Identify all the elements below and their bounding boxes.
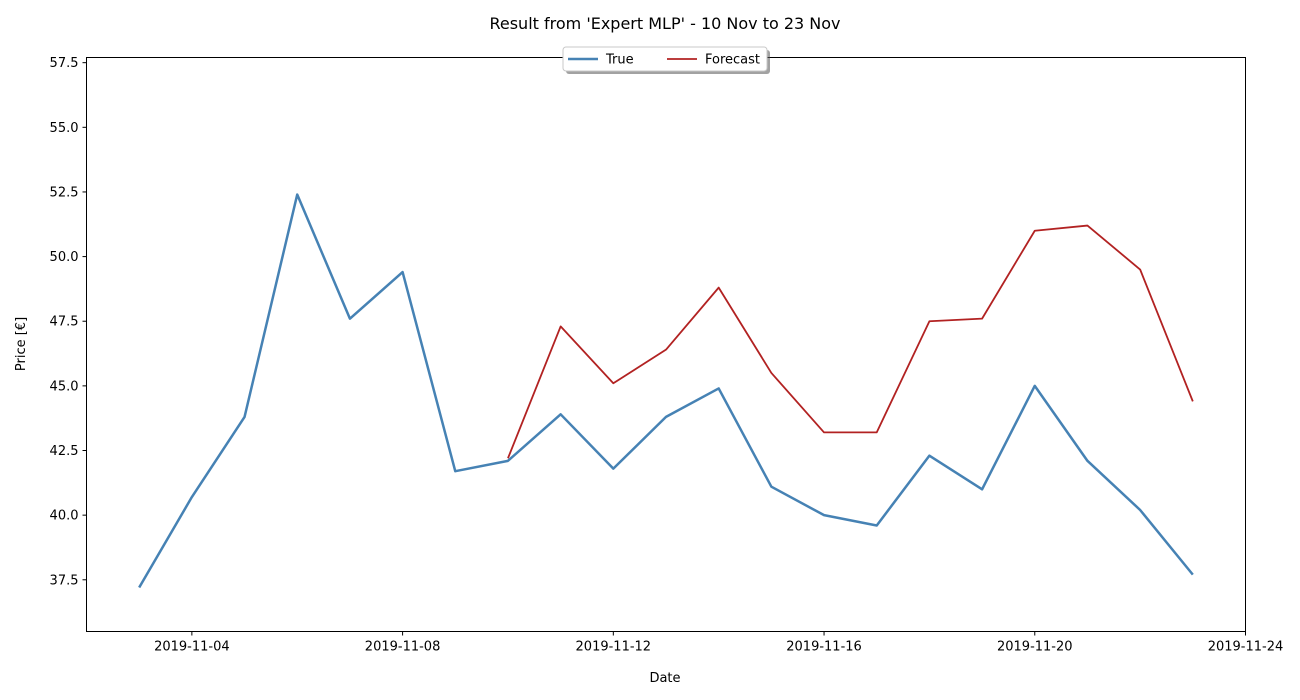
y-tick-label: 47.5: [50, 315, 79, 330]
x-tick-label: 2019-11-24: [1208, 640, 1284, 655]
y-tick-label: 50.0: [50, 250, 79, 265]
x-tick-label: 2019-11-16: [786, 640, 862, 655]
legend: True Forecast: [562, 46, 770, 74]
x-tick-label: 2019-11-20: [997, 640, 1073, 655]
axis-ticks: 2019-11-04 2019-11-08 2019-11-12 2019-11-16…: [50, 56, 1284, 654]
plot-frame: [86, 57, 1246, 632]
y-tick-label: 37.5: [50, 573, 79, 588]
x-tick-label: 2019-11-08: [365, 640, 441, 655]
series-lines: [138, 193, 1194, 589]
legend-box: [562, 46, 768, 72]
x-tick-label: 2019-11-12: [576, 640, 652, 655]
series-line-true: [138, 193, 1194, 589]
y-tick-label: 45.0: [50, 379, 79, 394]
y-tick-label: 42.5: [50, 444, 79, 459]
y-tick-label: 57.5: [50, 56, 79, 71]
y-tick-label: 52.5: [50, 185, 79, 200]
y-axis-label: Price [€]: [14, 317, 29, 371]
series-line-forecast: [507, 224, 1194, 459]
chart-title: Result from 'Expert MLP' - 10 Nov to 23 …: [489, 14, 840, 33]
legend-label-true: True: [605, 53, 634, 68]
y-tick-label: 55.0: [50, 121, 79, 136]
legend-label-forecast: Forecast: [705, 53, 760, 68]
y-tick-label: 40.0: [50, 509, 79, 524]
x-tick-label: 2019-11-04: [154, 640, 230, 655]
x-axis-label: Date: [649, 671, 680, 686]
